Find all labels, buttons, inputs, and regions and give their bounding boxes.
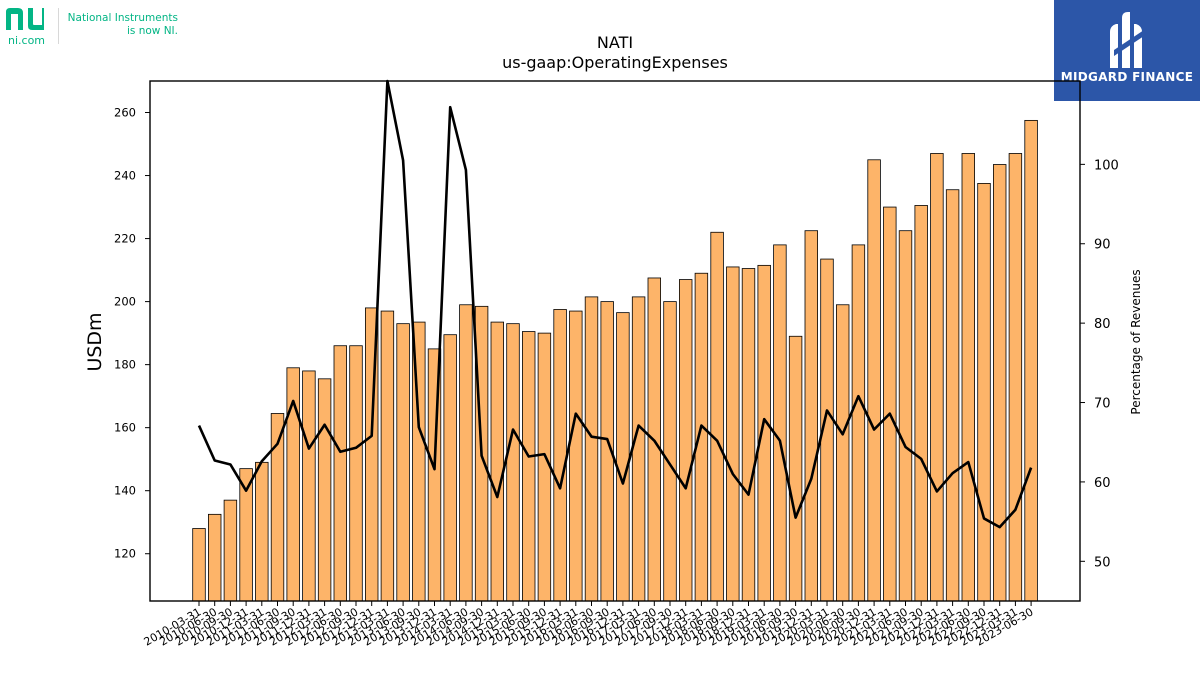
bar-2013-03-31 xyxy=(380,310,395,602)
y-tick-label-200: 200 xyxy=(114,295,136,309)
bar-2011-03-31 xyxy=(255,461,269,602)
bar-2022-03-31 xyxy=(945,189,960,602)
bar-2019-06-30 xyxy=(773,244,787,602)
y2-tick-label-60: 60 xyxy=(1094,476,1111,491)
bar-2019-03-31 xyxy=(757,264,771,602)
bar-2016-12-31 xyxy=(616,312,630,602)
midgard-finance-logo[interactable]: MIDGARD FINANCE xyxy=(1054,0,1200,101)
bar-2021-06-30 xyxy=(898,230,913,602)
bar-2021-03-31 xyxy=(883,206,897,602)
bar-2017-03-31 xyxy=(631,296,646,602)
y2-tick-label-70: 70 xyxy=(1094,397,1111,412)
bar-2017-09-30 xyxy=(663,301,677,602)
bar-2021-12-31 xyxy=(930,153,944,602)
bar-2020-12-31 xyxy=(867,159,881,602)
bar-2018-06-30 xyxy=(710,231,724,602)
y-axis-right: 50 60 70 80 90 100 xyxy=(1080,158,1119,570)
bar-2010-03-31 xyxy=(192,528,206,602)
bar-2022-06-30 xyxy=(961,153,976,602)
bar-2015-12-31 xyxy=(553,309,567,602)
bar-2014-12-31 xyxy=(490,321,505,602)
bar-2012-06-30 xyxy=(333,345,348,602)
bar-2022-12-31 xyxy=(993,164,1007,602)
bar-2018-03-31 xyxy=(694,272,709,602)
y2-tick-label-90: 90 xyxy=(1094,238,1111,253)
ni-tagline-line1: National Instruments xyxy=(67,12,178,24)
chart-title: NATI xyxy=(597,33,633,52)
ni-tagline-line2: is now NI. xyxy=(126,25,178,37)
y-tick-label-180: 180 xyxy=(114,358,136,372)
y2-axis-label: Percentage of Revenues xyxy=(1129,269,1143,414)
bar-2012-09-30 xyxy=(349,345,363,602)
y-axis-left: 120 140 160 180 200 220 240 260 xyxy=(114,106,150,561)
y-tick-label-120: 120 xyxy=(114,547,136,561)
ni-logo[interactable]: ni.com National Instruments is now NI. xyxy=(4,4,194,48)
chart-subtitle: us-gaap:OperatingExpenses xyxy=(502,53,728,72)
bar-2019-12-31 xyxy=(804,230,819,602)
y-tick-label-220: 220 xyxy=(114,232,136,246)
y-tick-label-160: 160 xyxy=(114,421,136,435)
bar-2016-03-31 xyxy=(569,310,583,602)
ni-tagline: National Instruments is now NI. xyxy=(66,12,178,38)
midgard-logo-mark xyxy=(1110,12,1144,68)
bar-2018-09-30 xyxy=(726,266,740,602)
midgard-logo-name: MIDGARD FINANCE xyxy=(1060,70,1194,84)
bar-2012-03-31 xyxy=(317,378,332,602)
x-axis: 2010-03-312010-06-302010-09-302010-12-31… xyxy=(142,601,1036,649)
bar-2017-12-31 xyxy=(679,279,693,602)
bar-2019-09-30 xyxy=(788,335,803,602)
y-tick-label-260: 260 xyxy=(114,106,136,120)
bar-2015-03-31 xyxy=(506,323,520,602)
plot-frame xyxy=(149,80,1081,602)
bar-series xyxy=(192,119,1038,602)
bar-2018-12-31 xyxy=(741,268,756,602)
y-tick-label-140: 140 xyxy=(114,484,136,498)
bar-2011-12-31 xyxy=(302,370,316,602)
y2-tick-label-50: 50 xyxy=(1094,555,1111,570)
bar-2014-06-30 xyxy=(459,304,473,602)
y2-tick-label-100: 100 xyxy=(1094,158,1119,173)
ni-logo-mark xyxy=(6,8,44,30)
y-axis-label: USDm xyxy=(84,312,106,371)
bar-2015-06-30 xyxy=(522,331,536,602)
bar-2021-09-30 xyxy=(914,205,928,602)
bar-2023-03-31 xyxy=(1008,153,1023,602)
bar-2013-06-30 xyxy=(396,323,410,602)
y-tick-label-240: 240 xyxy=(114,169,136,183)
bar-2010-06-30 xyxy=(207,513,222,602)
bar-2016-06-30 xyxy=(584,296,599,602)
bar-2020-06-30 xyxy=(836,304,850,602)
ni-domain-text: ni.com xyxy=(8,34,46,47)
bar-2015-09-30 xyxy=(537,332,552,602)
bar-2023-06-30 xyxy=(1024,119,1038,602)
bar-2022-09-30 xyxy=(977,183,991,602)
percentage-line-series xyxy=(197,79,1033,529)
y2-tick-label-80: 80 xyxy=(1094,317,1111,332)
bar-2020-09-30 xyxy=(851,244,866,602)
bar-2010-09-30 xyxy=(223,499,238,602)
ni-logo-divider xyxy=(58,8,59,44)
bar-2014-03-31 xyxy=(443,334,457,602)
